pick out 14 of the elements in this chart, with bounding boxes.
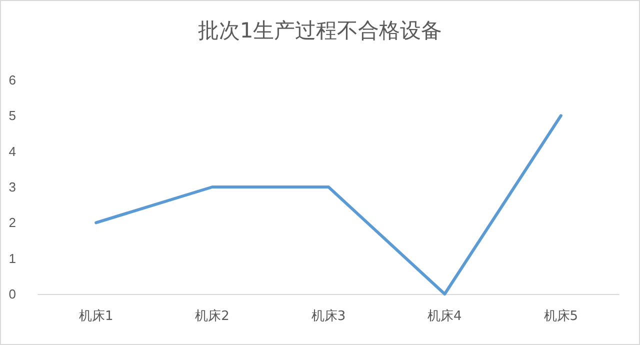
x-tick-label: 机床2 [195, 309, 230, 324]
line-series [94, 114, 562, 296]
y-tick-label: 6 [8, 72, 16, 88]
x-tick-label: 机床5 [544, 309, 578, 324]
y-tick-label: 0 [8, 286, 16, 302]
x-tick-label: 机床4 [428, 309, 462, 324]
y-tick-label: 2 [8, 215, 16, 230]
y-tick-label: 4 [8, 144, 16, 159]
x-tick-label: 机床1 [78, 309, 114, 324]
x-tick-label: 机床3 [311, 309, 346, 324]
y-tick-label: 5 [8, 108, 16, 124]
y-tick-label: 3 [8, 180, 16, 194]
chart-title: 批次1生产过程不合格设备 [198, 18, 442, 42]
y-tick-label: 1 [8, 250, 16, 266]
